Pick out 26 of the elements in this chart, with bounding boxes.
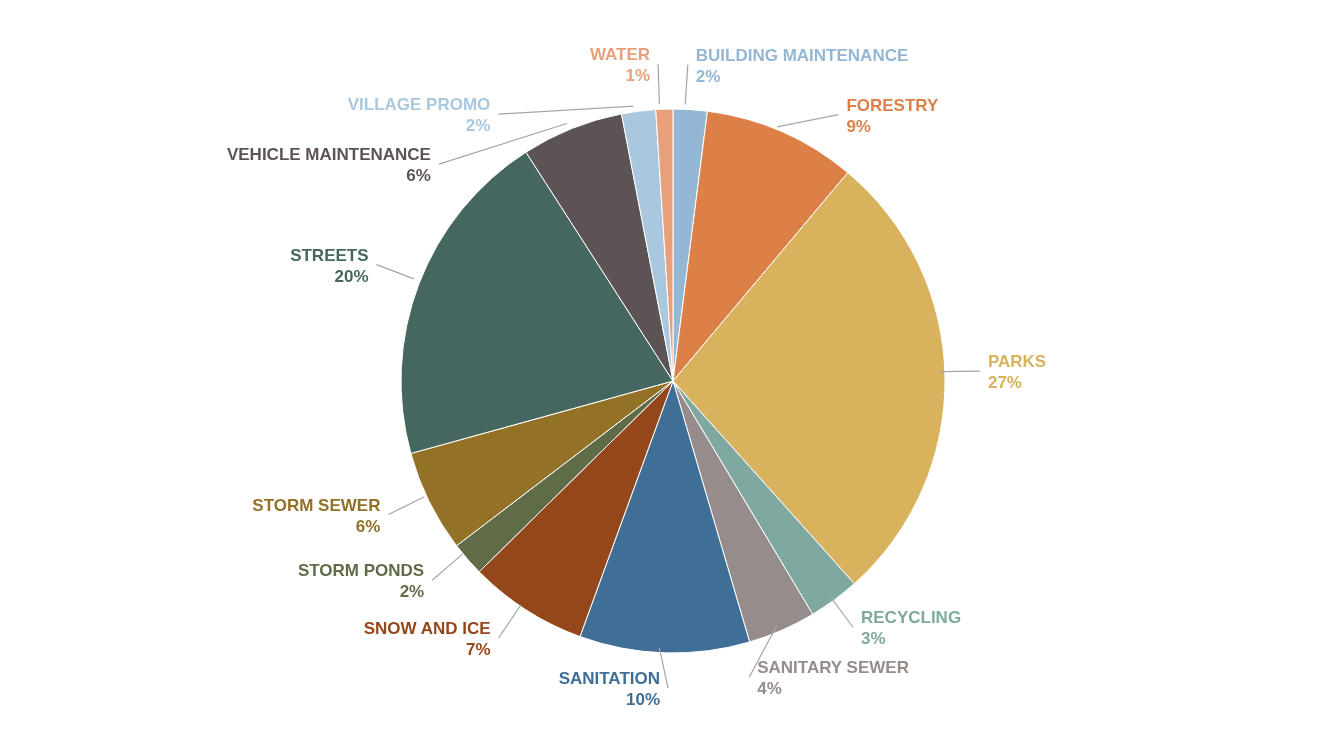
data-label: 9% <box>846 116 871 136</box>
slice-label: SANITATION <box>558 669 660 688</box>
data-label: 10% <box>625 690 660 709</box>
data-label: 27% <box>987 373 1022 393</box>
slice-label: WATER <box>589 45 651 65</box>
data-label: 6% <box>406 166 431 186</box>
data-label: 2% <box>695 66 721 86</box>
slice-label: STORM PONDS <box>297 561 425 581</box>
slice-label: SNOW AND ICE <box>363 619 491 638</box>
data-label: 7% <box>466 640 491 659</box>
data-label: 4% <box>757 679 782 699</box>
data-label: 2% <box>399 582 425 602</box>
slice-label: STORM SEWER <box>252 495 381 515</box>
slice-label: VILLAGE PROMO <box>347 95 491 115</box>
slice-label: PARKS <box>987 352 1047 372</box>
slice-label: FORESTRY <box>846 95 939 115</box>
data-label: 3% <box>860 629 886 649</box>
data-label: 1% <box>625 66 651 86</box>
slice-label: VEHICLE MAINTENANCE <box>226 145 431 165</box>
data-label: 2% <box>465 116 491 136</box>
slice-label: SANITARY SEWER <box>757 658 909 678</box>
slice-label: RECYCLING <box>860 608 962 628</box>
slice-label: STREETS <box>290 245 369 265</box>
data-label: 20% <box>334 266 369 286</box>
data-label: 6% <box>355 516 381 536</box>
slice-label: BUILDING MAINTENANCE <box>695 45 909 65</box>
